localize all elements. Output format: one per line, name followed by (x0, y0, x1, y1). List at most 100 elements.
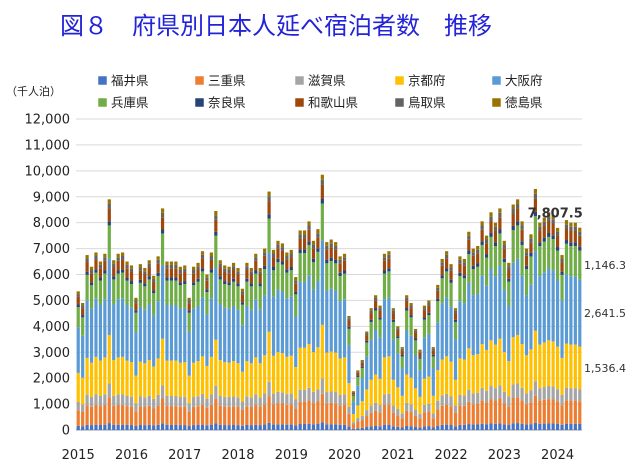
bar-segment-7-2 (103, 404, 107, 425)
bar-segment-48-2 (285, 404, 289, 425)
bar-segment-93-5 (484, 285, 489, 350)
bar-segment-3-6 (85, 274, 89, 301)
bar-segment-86-1 (453, 426, 458, 430)
bar-segment-17-10 (147, 260, 151, 264)
bar-segment-80-10 (427, 300, 431, 304)
bar-segment-109-6 (555, 250, 560, 280)
bar-segment-58-2 (329, 402, 333, 425)
bar-segment-103-6 (529, 256, 533, 285)
bar-segment-36-6 (231, 281, 236, 306)
bar-segment-62-8 (347, 320, 351, 327)
bar-segment-114-7 (578, 246, 582, 251)
bar-segment-106-8 (542, 225, 546, 238)
bar-segment-82-8 (436, 290, 440, 299)
bar-segment-112-2 (569, 400, 573, 424)
bar-segment-93-8 (484, 243, 489, 255)
bar-segment-29-8 (200, 258, 205, 269)
bar-segment-49-1 (289, 424, 293, 430)
bar-segment-23-5 (174, 305, 178, 361)
bar-segment-36-7 (231, 278, 236, 282)
bar-segment-91-5 (476, 293, 480, 355)
bar-segment-107-5 (547, 268, 551, 341)
bar-segment-60-7 (338, 272, 342, 276)
bar-segment-75-2 (405, 410, 409, 426)
bar-segment-79-9 (422, 308, 427, 311)
bar-segment-101-10 (520, 221, 524, 226)
bar-segment-3-3 (85, 394, 89, 406)
bar-segment-44-5 (267, 253, 271, 332)
bar-segment-58-3 (329, 391, 333, 403)
bar-segment-43-7 (263, 265, 267, 270)
bar-segment-50-4 (294, 367, 298, 400)
bar-stack-87 (458, 256, 462, 430)
bar-segment-95-9 (493, 226, 498, 231)
bar-segment-111-4 (564, 343, 569, 388)
bar-segment-61-10 (342, 253, 347, 258)
bar-segment-27-4 (192, 362, 196, 398)
legend-swatch-3 (294, 75, 305, 86)
bar-segment-85-3 (449, 396, 453, 407)
bar-segment-91-4 (476, 354, 480, 393)
bar-segment-89-6 (467, 254, 471, 283)
bar-segment-53-8 (307, 229, 311, 242)
bar-segment-4-5 (89, 308, 94, 363)
bar-segment-55-9 (316, 233, 320, 238)
legend-label-2: 三重県 (208, 73, 246, 88)
bar-segment-49-5 (289, 296, 293, 356)
bar-segment-15-7 (138, 279, 142, 283)
bar-segment-26-4 (187, 375, 191, 404)
bar-segment-55-8 (316, 237, 320, 249)
bar-segment-75-7 (405, 308, 409, 311)
bar-segment-7-10 (103, 253, 107, 258)
bar-segment-34-2 (223, 406, 227, 426)
bar-segment-113-6 (573, 246, 577, 277)
bar-segment-15-1 (138, 425, 142, 430)
bar-segment-51-5 (298, 281, 302, 348)
bar-segment-90-7 (471, 265, 475, 270)
bar-segment-77-9 (413, 330, 418, 333)
bar-stack-58 (329, 239, 333, 430)
bar-segment-47-10 (280, 243, 284, 248)
bar-segment-37-4 (236, 363, 240, 398)
bar-segment-72-2 (391, 412, 395, 427)
bar-segment-95-10 (493, 222, 498, 227)
bar-segment-66-10 (365, 331, 369, 334)
bar-segment-40-10 (249, 268, 253, 272)
legend-swatch-5 (491, 75, 502, 86)
bar-segment-56-3 (320, 378, 324, 394)
bar-segment-39-5 (245, 305, 249, 362)
bar-segment-18-8 (152, 281, 156, 291)
bar-segment-114-5 (578, 279, 582, 347)
bar-segment-60-2 (338, 405, 342, 425)
bar-segment-55-6 (316, 251, 320, 281)
bar-segment-52-8 (302, 238, 307, 250)
bar-segment-92-1 (480, 423, 484, 430)
bar-segment-102-3 (524, 393, 529, 405)
bar-segment-14-2 (134, 411, 138, 427)
bar-segment-112-7 (569, 242, 573, 247)
bar-segment-113-9 (573, 226, 577, 231)
bar-segment-80-3 (427, 403, 431, 412)
bar-stack-29 (200, 251, 205, 430)
bar-segment-61-3 (342, 394, 347, 405)
bar-segment-104-2 (533, 395, 537, 423)
bar-segment-2-2 (81, 411, 85, 427)
bar-segment-36-8 (231, 269, 236, 279)
bar-segment-108-8 (551, 223, 555, 236)
bar-segment-97-4 (502, 352, 506, 392)
bar-segment-73-2 (396, 415, 400, 427)
bar-segment-6-1 (98, 424, 103, 430)
bar-segment-91-8 (476, 253, 480, 264)
bar-segment-32-5 (214, 267, 218, 340)
bar-segment-53-5 (307, 275, 311, 345)
bar-segment-81-6 (431, 356, 435, 369)
bar-segment-27-9 (192, 269, 196, 274)
bar-stack-113 (573, 222, 577, 430)
bar-segment-108-5 (551, 270, 555, 342)
bar-segment-33-3 (218, 395, 222, 406)
legend-swatch-6 (97, 97, 108, 108)
bar-segment-80-9 (427, 303, 431, 306)
bar-segment-46-10 (276, 240, 280, 245)
bar-segment-4-3 (89, 397, 94, 407)
